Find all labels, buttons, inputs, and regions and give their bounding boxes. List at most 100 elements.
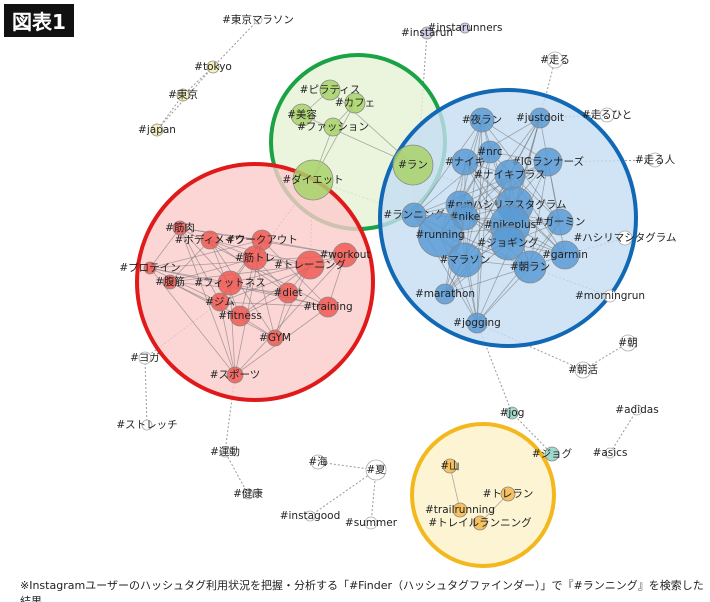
edge [179,227,236,376]
node [469,107,495,133]
node-label: #朝 [618,337,637,349]
node [417,212,463,258]
node [162,274,178,290]
node [317,296,339,318]
edge [309,469,377,517]
node [210,292,230,312]
edge [413,119,483,216]
node-label: #adidas [615,404,658,416]
node-label: #運動 [210,445,240,458]
edge [149,239,263,269]
node-label: #スポーツ [210,369,261,381]
cluster-red [135,162,375,402]
edge [413,161,549,216]
edge [169,239,211,283]
node-label: #ナイキ [445,156,485,168]
node [143,261,157,275]
node [217,270,243,296]
edge [156,94,184,131]
node [617,230,633,246]
node [344,92,366,114]
node-label: #marathon [415,288,475,300]
node-label: #美容 [287,108,317,121]
node [226,366,244,384]
node-label: #ハシリマスタグラム [464,198,567,211]
node [505,406,519,420]
edge [609,409,638,454]
node-label: #海 [308,455,328,468]
node [332,242,358,268]
node [277,282,299,304]
node [459,22,471,34]
node-label: #instarunners [428,22,503,34]
node-label: #マラソン [440,254,491,266]
node-label: #nikeplus [484,219,536,231]
node-label: #カフェ [335,97,375,109]
node-label: #健康 [233,487,263,500]
node-label: #走る [540,54,570,66]
node-label: #instagood [280,510,341,522]
node-label: #justdoit [516,112,564,124]
node [206,60,220,74]
edge [212,19,259,68]
node [172,220,188,236]
node-label: #jog [500,407,525,419]
node [141,419,153,431]
node [472,515,488,531]
node [529,107,551,129]
node-label: #ダイエット [282,173,343,186]
edge [182,66,214,96]
node [500,486,516,502]
node-label: #nrc [477,146,503,158]
node [219,446,231,458]
node-label: #トレーニング [274,258,346,271]
edge [511,412,553,455]
node-label: #diet [274,287,303,299]
node [365,459,387,481]
node-label: #トレラン [483,488,534,500]
node [442,458,458,474]
edge [219,301,329,308]
node [319,79,341,101]
node [490,225,526,261]
node [604,447,616,459]
node [434,283,456,305]
edge [149,267,231,284]
node-label: #腹筋 [155,275,185,288]
node-label: #nike [450,211,481,223]
node-label: #東京マラソン [222,13,294,26]
node-label: #山 [440,460,459,472]
node-label: #筋肉 [165,221,195,234]
node [310,454,326,470]
node [451,148,479,176]
node-label: #GYM [259,332,291,344]
nodes: #東京マラソン #tokyo #東京 #japan #instarun#instarun… [116,13,676,531]
edge [239,264,311,317]
node-label: #garmin [542,249,588,261]
edge [169,264,311,283]
node-label: #ワークアウト [226,234,298,246]
node-label: #tokyo [194,61,232,73]
edge [476,151,491,324]
node [550,240,580,270]
node-label: #朝ラン [510,261,550,273]
node [420,26,434,40]
edge [529,161,549,268]
node-label: #ガーミン [535,216,586,228]
edge [229,282,236,376]
node-label: #ヨガ [130,352,160,364]
node-label: #instarun [401,27,453,39]
node-label: #フィットネス [194,277,266,289]
node [242,245,268,271]
node [392,144,434,186]
node-label: #ラン [398,159,428,171]
node-label: #ストレッチ [116,419,177,431]
node [364,516,378,530]
edge [582,342,629,371]
caption: ※Instagramユーザーのハッシュタグ利用状況を把握・分析する「#Finde… [20,579,704,602]
node [603,289,617,303]
node [452,502,468,518]
node [304,510,316,522]
edge [169,281,241,317]
